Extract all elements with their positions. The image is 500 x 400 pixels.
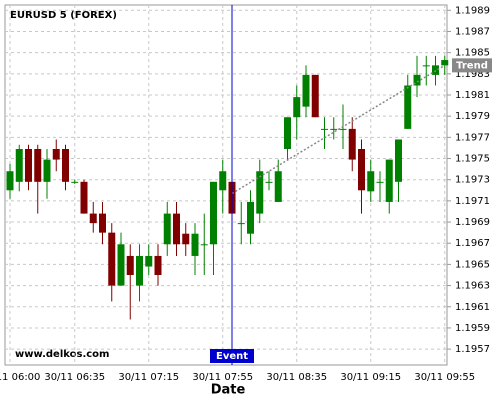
y-tick-label: 1.1979 — [455, 111, 490, 122]
x-tick-label: 30/11 09:15 — [340, 372, 401, 383]
y-tick-label: 1.1973 — [455, 175, 490, 186]
y-tick-label: 1.1959 — [455, 323, 490, 334]
x-tick-label: 30/11 06:00 — [0, 372, 40, 383]
candle-body — [367, 171, 375, 192]
candle-body — [89, 213, 97, 224]
candle-body — [256, 171, 264, 214]
candle-body — [34, 149, 42, 182]
candle-body — [210, 181, 217, 245]
y-tick-label: 1.1985 — [455, 48, 490, 59]
y-tick-label: 1.1971 — [455, 196, 490, 207]
y-tick-label: 1.1965 — [455, 259, 490, 270]
x-tick-label: 30/11 08:35 — [266, 372, 327, 383]
candle-body — [99, 213, 106, 233]
candle-body — [265, 181, 273, 183]
candle-body — [404, 85, 412, 129]
y-tick-label: 1.1987 — [455, 26, 490, 37]
candle-body — [413, 74, 421, 86]
y-tick-label: 1.1957 — [455, 344, 490, 355]
trend-line — [231, 64, 446, 195]
candle-body — [136, 255, 143, 286]
candle-body — [154, 255, 162, 275]
candle-body — [311, 74, 319, 118]
candle-body — [376, 181, 384, 183]
y-tick-label: 1.1977 — [455, 132, 490, 143]
candle-body — [358, 149, 365, 191]
candle-body — [71, 181, 79, 183]
y-tick-label: 1.1969 — [455, 217, 490, 228]
candle-body — [126, 255, 134, 275]
candle-body — [293, 97, 301, 118]
candle-body — [385, 159, 393, 202]
event-label: Event — [216, 351, 248, 362]
candle-body — [6, 171, 14, 191]
chart-title: EURUSD 5 (FOREX) — [10, 10, 117, 21]
y-tick-label: 1.1975 — [455, 154, 490, 165]
trend-label: Trend — [456, 60, 488, 71]
x-tick-label: 30/11 07:15 — [118, 372, 179, 383]
candle-body — [182, 233, 190, 245]
x-tick-label: 30/11 06:35 — [44, 372, 105, 383]
candle-body — [163, 213, 171, 245]
candle-body — [284, 117, 291, 149]
candle-body — [237, 223, 245, 225]
y-tick-label: 1.1967 — [455, 238, 490, 249]
event-label-box — [210, 349, 254, 363]
candle-body — [173, 213, 180, 245]
x-tick-label: 30/11 07:55 — [192, 372, 253, 383]
candle-body — [330, 128, 338, 130]
candle-body — [62, 149, 69, 182]
candle-body — [219, 171, 227, 191]
candle-body — [274, 171, 282, 202]
y-tick-label: 1.1989 — [455, 5, 490, 16]
candle-body — [422, 65, 430, 67]
candle-body — [321, 128, 328, 130]
candle-body — [395, 139, 402, 182]
x-axis-label: Date — [211, 383, 246, 398]
candle-body — [25, 149, 32, 182]
candle-body — [441, 60, 449, 66]
y-tick-label: 1.1981 — [455, 90, 490, 101]
candle-body — [52, 149, 60, 160]
trend-label-box — [452, 58, 492, 73]
candle-body — [339, 128, 347, 130]
candle-body — [348, 128, 356, 160]
y-tick-label: 1.1983 — [455, 69, 490, 80]
candle-body — [200, 244, 208, 246]
candle-body — [302, 74, 310, 107]
candle-body — [191, 233, 199, 256]
candle-body — [15, 149, 23, 182]
candle-body — [43, 159, 51, 182]
candle-body — [108, 232, 116, 286]
candle-body — [145, 255, 153, 267]
y-tick-label: 1.1961 — [455, 302, 490, 313]
candle-body — [247, 201, 254, 234]
candle-body — [117, 244, 125, 286]
watermark: www.delkos.com — [15, 349, 109, 360]
candle-body — [80, 181, 88, 214]
y-tick-label: 1.1963 — [455, 281, 490, 292]
x-tick-label: 30/11 09:55 — [414, 372, 475, 383]
